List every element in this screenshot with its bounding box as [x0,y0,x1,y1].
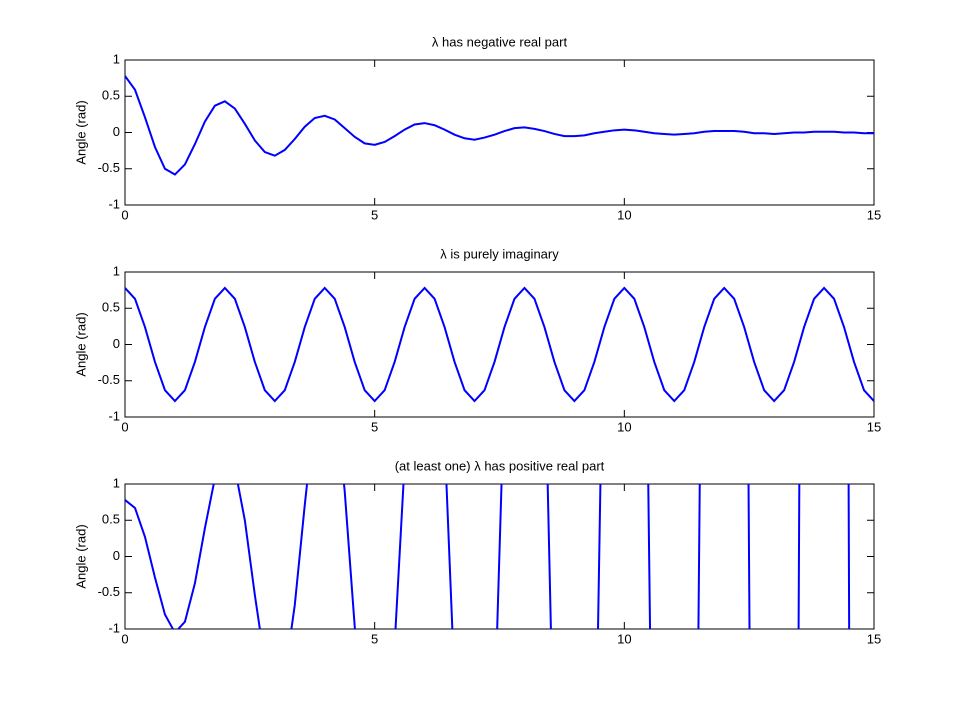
y-tick-label: -1 [108,408,120,423]
x-tick-label: 10 [617,419,631,434]
y-tick-label: 0.5 [102,512,120,527]
x-tick-label: 15 [867,631,881,646]
data-line [125,484,851,629]
chart-title: λ is purely imaginary [440,246,559,261]
y-tick-label: 0 [113,548,120,563]
x-tick-label: 0 [121,631,128,646]
y-tick-label: 0 [113,124,120,139]
y-tick-label: -0.5 [98,584,120,599]
x-tick-label: 5 [371,631,378,646]
x-tick-label: 15 [867,207,881,222]
y-axis-label: Angle (rad) [73,100,88,164]
y-tick-label: 1 [113,263,120,278]
y-tick-label: -1 [108,620,120,635]
y-tick-label: -0.5 [98,372,120,387]
data-line [125,75,874,176]
x-tick-label: 5 [371,207,378,222]
y-axis-label: Angle (rad) [73,524,88,588]
y-tick-label: 1 [113,51,120,66]
y-axis-label: Angle (rad) [73,312,88,376]
y-tick-label: 0.5 [102,300,120,315]
y-tick-label: 1 [113,475,120,490]
x-tick-label: 0 [121,419,128,434]
y-tick-label: 0.5 [102,88,120,103]
x-tick-label: 10 [617,207,631,222]
chart-title: λ has negative real part [432,34,568,49]
chart-title: (at least one) λ has positive real part [395,458,605,473]
x-tick-label: 5 [371,419,378,434]
x-tick-label: 15 [867,419,881,434]
data-line [125,286,874,403]
x-tick-label: 10 [617,631,631,646]
y-tick-label: 0 [113,336,120,351]
y-tick-label: -1 [108,196,120,211]
y-tick-label: -0.5 [98,160,120,175]
x-tick-label: 0 [121,207,128,222]
